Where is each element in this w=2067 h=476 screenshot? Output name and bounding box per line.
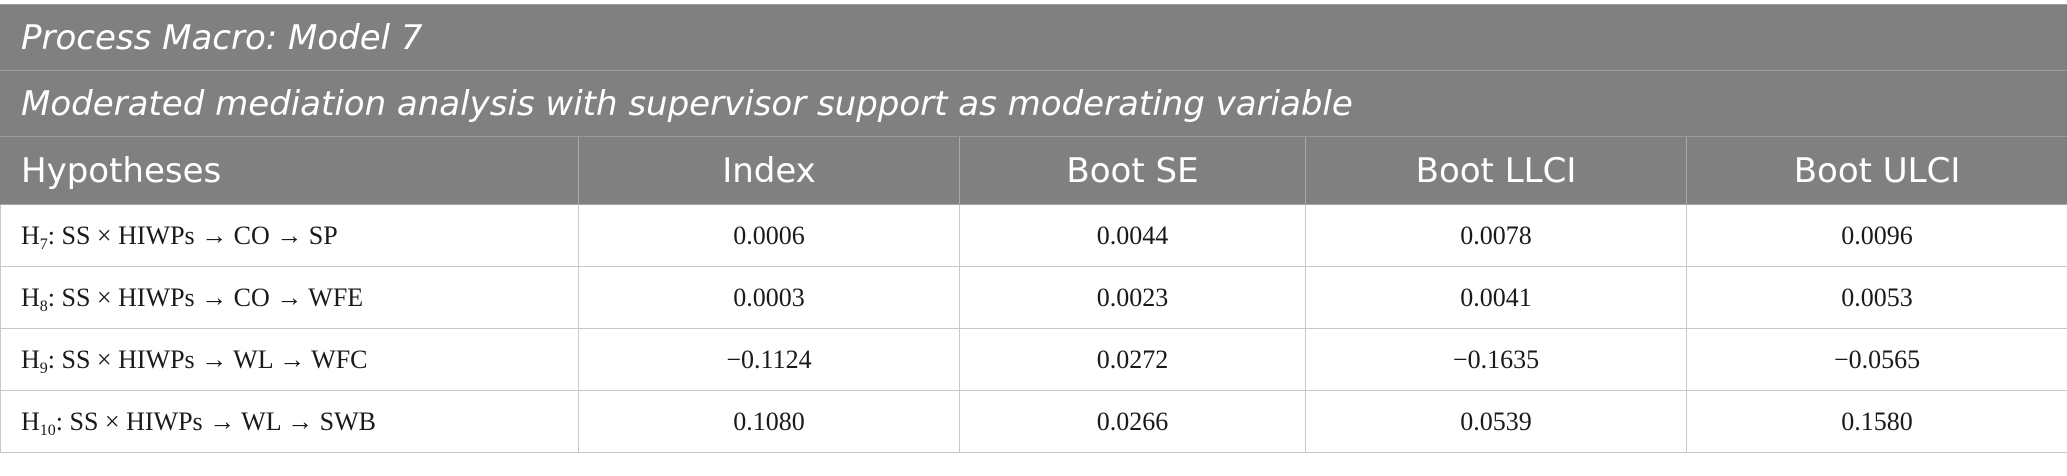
moderated-mediation-table: Process Macro: Model 7 Moderated mediati… bbox=[0, 4, 2067, 453]
boot-ulci-cell: 0.0053 bbox=[1685, 266, 2067, 329]
hypothesis-prefix: H bbox=[21, 220, 40, 250]
hypothesis-number: 10 bbox=[39, 421, 56, 439]
table-row: H9: SS × HIWPs → WL → WFC −0.1124 0.0272… bbox=[0, 328, 2067, 391]
index-cell: −0.1124 bbox=[578, 328, 960, 391]
table-header-row: Hypotheses Index Boot SE Boot LLCI Boot … bbox=[0, 136, 2067, 205]
hypothesis-path: : SS × HIWPs → CO → SP bbox=[47, 220, 338, 250]
hypothesis-number: 9 bbox=[39, 359, 48, 377]
hypothesis-path: : SS × HIWPs → WL → WFC bbox=[47, 344, 368, 374]
results-table-container: Process Macro: Model 7 Moderated mediati… bbox=[0, 4, 2067, 453]
hypothesis-cell: H10: SS × HIWPs → WL → SWB bbox=[0, 390, 579, 453]
table-title: Process Macro: Model 7 bbox=[0, 4, 2067, 71]
boot-se-cell: 0.0044 bbox=[959, 204, 1306, 267]
hypothesis-prefix: H bbox=[21, 406, 40, 436]
column-header-hypotheses: Hypotheses bbox=[0, 136, 579, 205]
hypothesis-number: 7 bbox=[39, 235, 48, 253]
hypothesis-cell: H7: SS × HIWPs → CO → SP bbox=[0, 204, 579, 267]
hypothesis-cell: H8: SS × HIWPs → CO → WFE bbox=[0, 266, 579, 329]
boot-ulci-cell: 0.1580 bbox=[1685, 390, 2067, 453]
boot-se-cell: 0.0272 bbox=[959, 328, 1306, 391]
boot-llci-cell: 0.0078 bbox=[1305, 204, 1687, 267]
hypothesis-cell: H9: SS × HIWPs → WL → WFC bbox=[0, 328, 579, 391]
index-cell: 0.0003 bbox=[578, 266, 960, 329]
hypothesis-prefix: H bbox=[21, 344, 40, 374]
boot-se-cell: 0.0023 bbox=[959, 266, 1306, 329]
boot-ulci-cell: 0.0096 bbox=[1685, 204, 2067, 267]
hypothesis-number: 8 bbox=[39, 297, 48, 315]
hypothesis-prefix: H bbox=[21, 282, 40, 312]
column-header-boot-llci: Boot LLCI bbox=[1305, 136, 1687, 205]
table-row: H8: SS × HIWPs → CO → WFE 0.0003 0.0023 … bbox=[0, 266, 2067, 329]
boot-ulci-cell: −0.0565 bbox=[1685, 328, 2067, 391]
table-title-row: Process Macro: Model 7 bbox=[0, 4, 2067, 71]
table-subtitle-row: Moderated mediation analysis with superv… bbox=[0, 70, 2067, 137]
column-header-boot-ulci: Boot ULCI bbox=[1685, 136, 2067, 205]
hypothesis-path: : SS × HIWPs → CO → WFE bbox=[47, 282, 364, 312]
column-header-index: Index bbox=[578, 136, 960, 205]
column-header-boot-se: Boot SE bbox=[959, 136, 1306, 205]
table-row: H7: SS × HIWPs → CO → SP 0.0006 0.0044 0… bbox=[0, 204, 2067, 267]
index-cell: 0.1080 bbox=[578, 390, 960, 453]
boot-llci-cell: 0.0539 bbox=[1305, 390, 1687, 453]
index-cell: 0.0006 bbox=[578, 204, 960, 267]
table-subtitle: Moderated mediation analysis with superv… bbox=[0, 70, 2067, 137]
boot-se-cell: 0.0266 bbox=[959, 390, 1306, 453]
table-row: H10: SS × HIWPs → WL → SWB 0.1080 0.0266… bbox=[0, 390, 2067, 453]
boot-llci-cell: 0.0041 bbox=[1305, 266, 1687, 329]
boot-llci-cell: −0.1635 bbox=[1305, 328, 1687, 391]
hypothesis-path: : SS × HIWPs → WL → SWB bbox=[55, 406, 376, 436]
